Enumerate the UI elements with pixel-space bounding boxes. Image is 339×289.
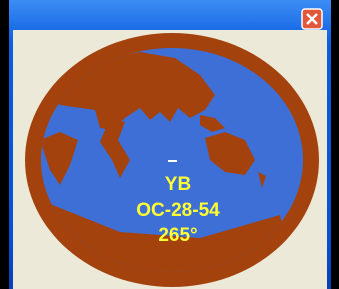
callsign-label: YB <box>165 174 191 195</box>
locator-label: OC-28-54 <box>136 200 220 221</box>
bearing-label: 265° <box>158 225 197 246</box>
window: YB OC-28-54 265° <box>0 0 339 289</box>
close-button[interactable] <box>302 9 322 29</box>
station-marker <box>168 160 177 162</box>
page: YB OC-28-54 265° (() => { const data = J… <box>0 0 339 289</box>
